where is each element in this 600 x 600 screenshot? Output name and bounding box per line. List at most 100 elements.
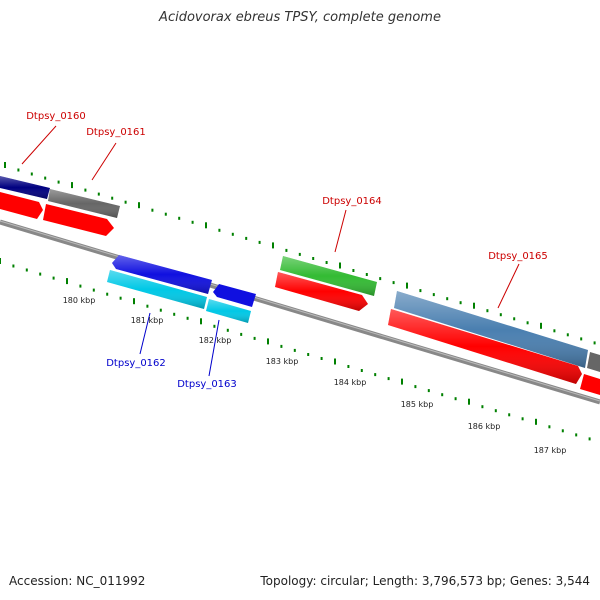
inner-tick: [52, 276, 55, 280]
scale-label-186: 186 kbp: [468, 422, 501, 431]
inner-tick: [535, 418, 537, 425]
outer-tick: [406, 282, 408, 289]
outer-tick: [71, 182, 73, 189]
outer-tick: [513, 317, 516, 321]
inner-tick: [186, 316, 189, 320]
outer-tick-track: [4, 162, 596, 345]
genome-summary-text: Topology: circular; Length: 3,796,573 bp…: [260, 574, 590, 588]
outer-tick: [218, 228, 221, 232]
outer-tick: [473, 302, 475, 309]
callout-line-dtpsy-0160: [21, 125, 57, 165]
outer-tick: [459, 301, 462, 305]
outer-tick: [566, 333, 569, 337]
inner-tick: [213, 324, 216, 328]
inner-tick: [253, 336, 256, 340]
outer-tick: [231, 232, 234, 236]
inner-tick: [347, 365, 350, 368]
outer-tick: [151, 208, 154, 212]
outer-tick: [272, 242, 274, 249]
inner-tick: [508, 413, 511, 417]
inner-tick: [320, 357, 323, 360]
gene-dtpsy-0160-bar-shade: [0, 176, 50, 199]
inner-tick: [468, 398, 470, 405]
inner-tick: [481, 405, 484, 409]
inner-tick: [374, 373, 377, 377]
outer-tick: [57, 180, 60, 184]
inner-tick: [79, 284, 82, 288]
outer-tick: [191, 220, 194, 224]
gene-label-dtpsy-0161: Dtpsy_0161: [86, 127, 146, 138]
gene-label-dtpsy-0162: Dtpsy_0162: [106, 358, 166, 369]
outer-tick: [285, 248, 288, 252]
outer-tick: [30, 172, 33, 176]
inner-tick: [25, 268, 28, 272]
inner-tick: [548, 425, 551, 429]
outer-tick: [540, 322, 542, 329]
inner-tick-track: [0, 258, 591, 441]
outer-tick: [365, 273, 368, 276]
inner-tick: [146, 304, 149, 308]
inner-tick: [441, 393, 444, 397]
inner-tick: [588, 437, 591, 441]
outer-tick: [4, 162, 6, 168]
inner-tick: [561, 429, 564, 433]
inner-tick: [575, 433, 578, 437]
outer-tick: [486, 309, 489, 313]
inner-tick: [387, 377, 390, 381]
outer-tick: [419, 289, 422, 293]
cds-forward-arrow-shade: [275, 272, 368, 311]
scale-label-183: 183 kbp: [266, 357, 299, 366]
map-title: Acidovorax ebreus TPSY, complete genome: [159, 10, 441, 25]
inner-tick: [401, 378, 403, 385]
inner-tick: [106, 292, 109, 296]
inner-tick: [226, 328, 229, 332]
outer-tick: [580, 337, 583, 341]
inner-tick: [293, 348, 296, 352]
outer-tick: [593, 341, 596, 345]
gene-label-dtpsy-0165: Dtpsy_0165: [488, 251, 548, 262]
outer-tick: [526, 321, 529, 325]
outer-tick: [446, 297, 449, 301]
inner-tick: [360, 369, 363, 372]
inner-tick: [427, 389, 430, 393]
inner-tick: [267, 338, 269, 345]
inner-tick: [92, 288, 95, 292]
inner-tick: [414, 385, 417, 389]
outer-tick: [312, 257, 315, 260]
outer-tick: [245, 236, 248, 240]
outer-tick: [339, 262, 341, 269]
outer-tick: [17, 168, 20, 172]
outer-tick: [352, 269, 355, 272]
inner-tick: [200, 318, 202, 325]
inner-tick: [521, 417, 524, 421]
inner-tick: [454, 397, 457, 401]
outer-tick: [553, 329, 556, 333]
outer-tick: [379, 277, 382, 281]
scale-label-185: 185 kbp: [401, 400, 434, 409]
inner-tick: [307, 353, 310, 356]
gene-dtpsy-0164-bar-shade: [280, 256, 377, 296]
outer-tick: [325, 261, 328, 264]
genome-backbone-highlight: [0, 220, 600, 402]
outer-tick: [164, 212, 167, 216]
outer-tick: [499, 313, 502, 317]
inner-tick: [133, 298, 135, 305]
outer-tick: [111, 196, 114, 200]
gene-label-dtpsy-0163: Dtpsy_0163: [177, 379, 237, 390]
callout-line-dtpsy-0162: [139, 312, 151, 355]
inner-tick: [280, 344, 283, 348]
gene-dtpsy-0163-bar-shade: [206, 299, 251, 323]
cds-forward-arrow: [580, 374, 600, 395]
outer-tick: [392, 281, 395, 285]
inner-tick: [66, 278, 68, 285]
gene-dtpsy-0162-bar-shade: [107, 270, 207, 309]
outer-tick: [84, 188, 87, 192]
inner-tick: [39, 272, 42, 276]
cds-reverse-arrow-shade: [112, 255, 212, 294]
outer-tick: [124, 200, 127, 204]
inner-tick: [119, 296, 122, 300]
outer-tick: [44, 176, 47, 180]
cds-forward-arrow: [0, 192, 43, 219]
callout-line-dtpsy-0165: [497, 263, 520, 309]
